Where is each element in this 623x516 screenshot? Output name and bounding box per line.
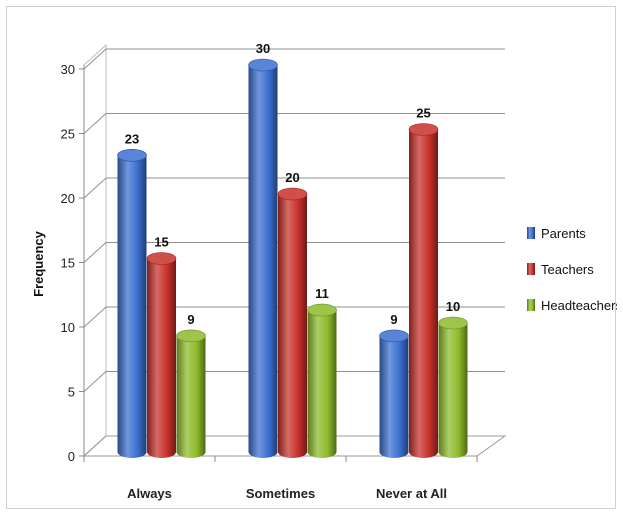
y-tick-label: 20 <box>61 191 75 206</box>
x-tick-label: Sometimes <box>246 486 315 501</box>
gridline-30 <box>83 48 505 70</box>
legend-label: Headteachers <box>541 298 617 313</box>
bar-teachers-2 <box>408 123 439 459</box>
bar-parents-2 <box>379 329 409 459</box>
bar-headteachers-2 <box>438 316 468 459</box>
legend-label: Parents <box>541 226 586 241</box>
data-labels: 23 15 9 30 20 11 9 25 10 <box>125 41 460 327</box>
x-tick-label: Never at All <box>376 486 447 501</box>
bar-teachers-1 <box>277 187 308 459</box>
gridline-10 <box>83 306 505 328</box>
data-label: 15 <box>154 235 168 250</box>
bar-teachers-0 <box>146 252 177 459</box>
data-label: 30 <box>256 41 270 56</box>
y-tick-label: 15 <box>61 256 75 271</box>
data-label: 9 <box>187 312 194 327</box>
legend-label: Teachers <box>541 262 594 277</box>
legend-swatch <box>527 227 535 239</box>
data-label: 9 <box>390 312 397 327</box>
bars <box>117 58 468 459</box>
gridline-20 <box>83 177 505 199</box>
legend: Parents Teachers Headteachers <box>527 226 617 313</box>
gridline-5 <box>83 371 505 392</box>
bar-chart: 0 5 10 15 20 25 30 Always Sometimes Never at All… <box>31 41 617 501</box>
side-wall <box>83 43 107 458</box>
legend-item-headteachers: Headteachers <box>527 298 617 313</box>
y-tick-label: 25 <box>61 127 75 142</box>
bar-parents-1 <box>248 58 278 459</box>
data-label: 25 <box>416 106 430 121</box>
x-axis-labels: Always Sometimes Never at All <box>83 456 478 501</box>
bar-headteachers-0 <box>176 329 206 459</box>
data-label: 23 <box>125 131 139 146</box>
gridline-0 <box>83 435 505 457</box>
data-label: 11 <box>315 286 329 301</box>
gridline-15 <box>83 242 505 263</box>
y-axis-title: Frequency <box>31 230 46 297</box>
legend-swatch <box>527 263 535 275</box>
x-tick-label: Always <box>127 486 172 501</box>
gridline-25 <box>83 113 505 134</box>
legend-swatch <box>527 299 535 311</box>
y-tick-label: 30 <box>61 62 75 77</box>
data-label: 10 <box>446 299 460 314</box>
bar-parents-0 <box>117 149 147 459</box>
y-tick-label: 0 <box>68 449 75 464</box>
gridlines <box>83 48 505 457</box>
y-axis-ticks: 0 5 10 15 20 25 30 <box>61 62 84 464</box>
legend-item-parents: Parents <box>527 226 586 241</box>
y-tick-label: 10 <box>61 320 75 335</box>
y-tick-label: 5 <box>68 385 75 400</box>
bar-headteachers-1 <box>307 303 337 459</box>
data-label: 20 <box>285 170 299 185</box>
chart-frame: 0 5 10 15 20 25 30 Always Sometimes Never at All… <box>6 6 617 509</box>
legend-item-teachers: Teachers <box>527 262 594 277</box>
